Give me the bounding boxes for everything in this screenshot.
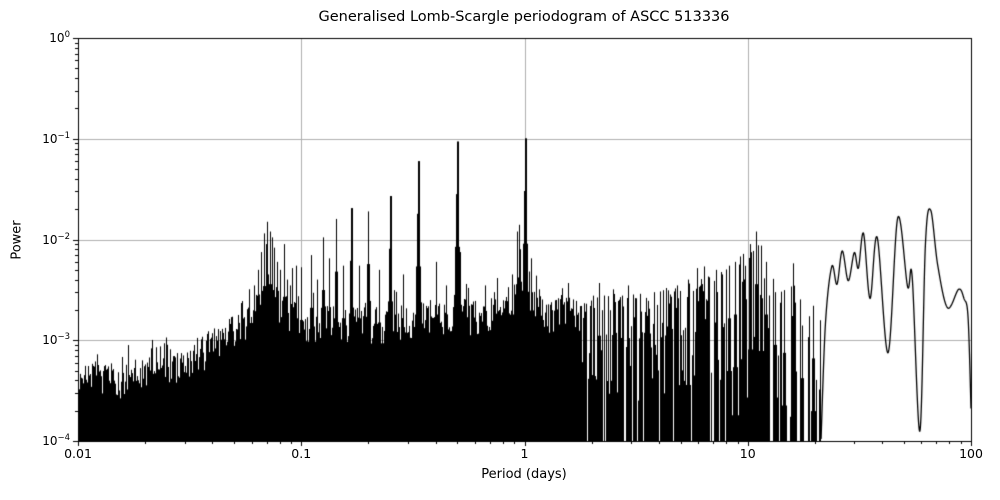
y-tick-label: 10−2	[42, 231, 70, 247]
x-tick-label: 1	[520, 446, 529, 461]
y-tick-label: 100	[49, 30, 70, 45]
y-tick-label: 10−3	[42, 332, 70, 348]
x-axis-label: Period (days)	[481, 467, 567, 482]
x-tick-label: 0.1	[291, 446, 312, 461]
chart-title: Generalised Lomb-Scargle periodogram of …	[318, 9, 730, 25]
y-tick-label: 10−1	[42, 130, 70, 146]
x-tick-label: 10	[739, 446, 756, 461]
x-tick-label: 0.01	[64, 446, 92, 461]
x-tick-label: 100	[959, 446, 983, 461]
y-tick-label: 10−4	[42, 433, 70, 448]
